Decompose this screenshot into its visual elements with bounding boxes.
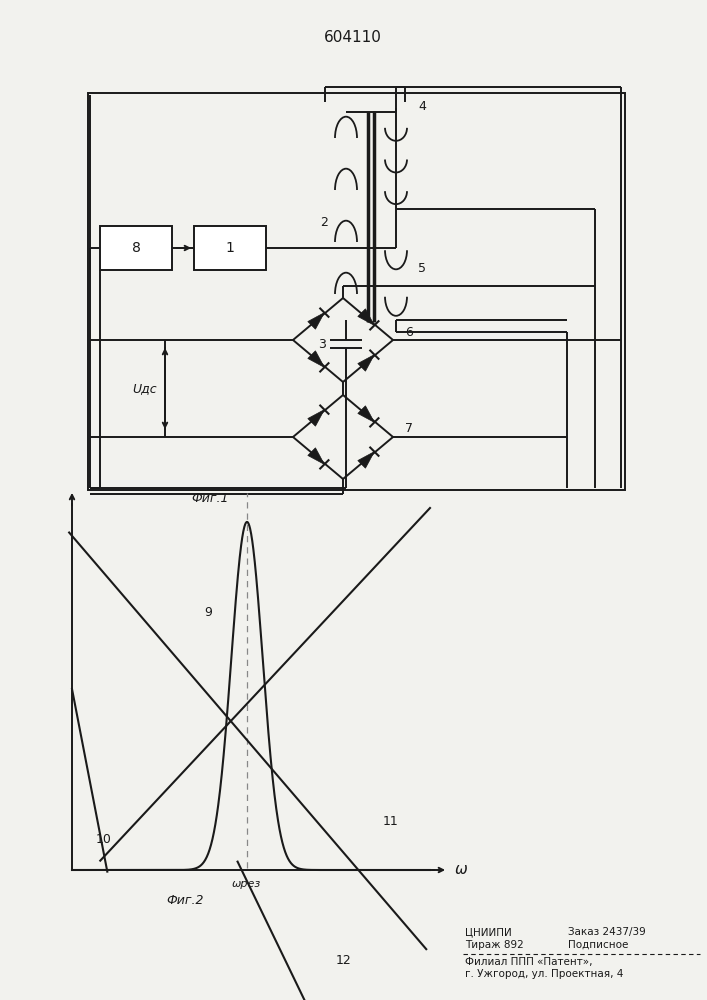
Text: 8: 8 xyxy=(132,241,141,255)
Polygon shape xyxy=(308,351,325,367)
Polygon shape xyxy=(358,355,375,371)
Text: ωрез: ωрез xyxy=(233,879,262,889)
Text: ЦНИИПИ: ЦНИИПИ xyxy=(465,927,512,937)
Polygon shape xyxy=(358,309,375,325)
Bar xyxy=(194,226,266,270)
Text: Филиал ППП «Патент»,: Филиал ППП «Патент», xyxy=(465,957,592,967)
Text: 6: 6 xyxy=(405,326,413,338)
Text: Uдc: Uдc xyxy=(132,382,157,395)
Text: Тираж 892: Тираж 892 xyxy=(465,940,524,950)
Text: ω: ω xyxy=(455,862,468,878)
Bar xyxy=(100,226,172,270)
Polygon shape xyxy=(308,448,325,464)
Text: 4: 4 xyxy=(418,101,426,113)
Text: Фиг.1: Фиг.1 xyxy=(192,491,229,504)
Text: 10: 10 xyxy=(95,833,112,846)
Text: Подписное: Подписное xyxy=(568,940,629,950)
Text: 11: 11 xyxy=(383,815,399,828)
Text: 2: 2 xyxy=(320,216,328,229)
Text: 12: 12 xyxy=(336,954,351,967)
Text: 604110: 604110 xyxy=(324,29,382,44)
Text: 7: 7 xyxy=(405,422,413,436)
Text: 3: 3 xyxy=(318,338,326,351)
Polygon shape xyxy=(308,410,325,426)
Text: Заказ 2437/39: Заказ 2437/39 xyxy=(568,927,645,937)
Polygon shape xyxy=(358,452,375,468)
Polygon shape xyxy=(358,406,375,422)
Text: Фиг.2: Фиг.2 xyxy=(166,894,204,906)
Text: 9: 9 xyxy=(204,606,213,619)
Text: 1: 1 xyxy=(226,241,235,255)
Bar xyxy=(88,93,625,490)
Polygon shape xyxy=(308,313,325,329)
Text: г. Ужгород, ул. Проектная, 4: г. Ужгород, ул. Проектная, 4 xyxy=(465,969,624,979)
Text: 5: 5 xyxy=(418,262,426,275)
